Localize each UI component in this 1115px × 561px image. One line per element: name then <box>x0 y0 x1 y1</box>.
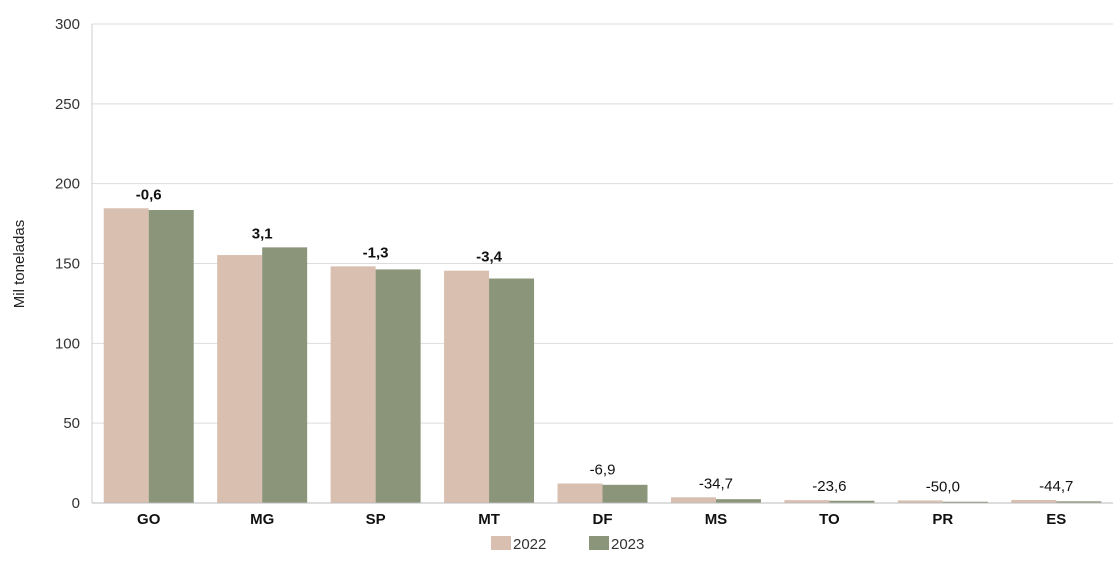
bar-2022-MT <box>444 270 490 503</box>
data-label: -6,9 <box>590 462 616 479</box>
legend-label-2022: 2022 <box>513 536 546 553</box>
data-label: -23,6 <box>812 478 846 495</box>
x-tick-label: MT <box>478 511 500 528</box>
x-tick-label: PR <box>932 511 953 528</box>
data-labels: -0,6 3,1 -1,3 -3,4 -6,9 -34,7 -23,6 -50,0 -44,7 <box>136 186 1074 495</box>
bar-2023-TO <box>829 500 875 503</box>
data-label: -44,7 <box>1039 478 1073 495</box>
y-tick-label: 100 <box>55 335 80 352</box>
y-axis-label: Mil toneladas <box>11 220 28 308</box>
y-tick-label: 200 <box>55 176 80 193</box>
bar-2023-ES <box>1056 501 1102 503</box>
data-label: -1,3 <box>363 244 389 261</box>
bar-2023-PR <box>942 501 988 503</box>
legend: 2022 2023 <box>491 536 644 553</box>
data-label: 3,1 <box>252 225 273 242</box>
y-tick-label: 150 <box>55 256 80 273</box>
bar-2023-GO <box>148 210 194 504</box>
bar-2022-PR <box>897 500 943 503</box>
x-tick-label: MG <box>250 511 274 528</box>
x-tick-label: SP <box>366 511 386 528</box>
y-tick-label: 50 <box>63 415 80 432</box>
data-label: -34,7 <box>699 475 733 492</box>
bar-2023-MT <box>489 278 535 503</box>
data-label: -3,4 <box>476 249 503 266</box>
data-label: -50,0 <box>926 478 960 495</box>
x-tick-label: DF <box>593 511 613 528</box>
legend-label-2023: 2023 <box>611 536 644 553</box>
legend-swatch-2023 <box>589 536 609 550</box>
legend-swatch-2022 <box>491 536 511 550</box>
bar-2023-MS <box>715 499 761 503</box>
bar-2022-MS <box>670 497 716 503</box>
bar-2022-DF <box>557 483 603 503</box>
bar-2022-ES <box>1011 499 1057 503</box>
x-tick-label: TO <box>819 511 840 528</box>
data-label: -0,6 <box>136 186 162 203</box>
y-tick-label: 300 <box>55 16 80 33</box>
x-tick-label: GO <box>137 511 161 528</box>
x-axis-ticks: GO MG SP MT DF MS TO PR ES <box>137 511 1066 528</box>
bar-2022-GO <box>103 208 149 503</box>
bar-2023-MG <box>262 247 308 503</box>
bar-2022-SP <box>330 266 376 503</box>
bars <box>103 208 1102 504</box>
y-axis-ticks: 0 50 100 150 200 250 300 <box>55 16 80 512</box>
y-tick-label: 250 <box>55 96 80 113</box>
x-tick-label: ES <box>1046 511 1066 528</box>
x-tick-label: MS <box>705 511 728 528</box>
bar-2022-MG <box>217 255 263 503</box>
bar-2022-TO <box>784 500 830 503</box>
bar-2023-SP <box>375 269 421 503</box>
y-tick-label: 0 <box>72 495 80 512</box>
bar-2023-DF <box>602 484 648 503</box>
